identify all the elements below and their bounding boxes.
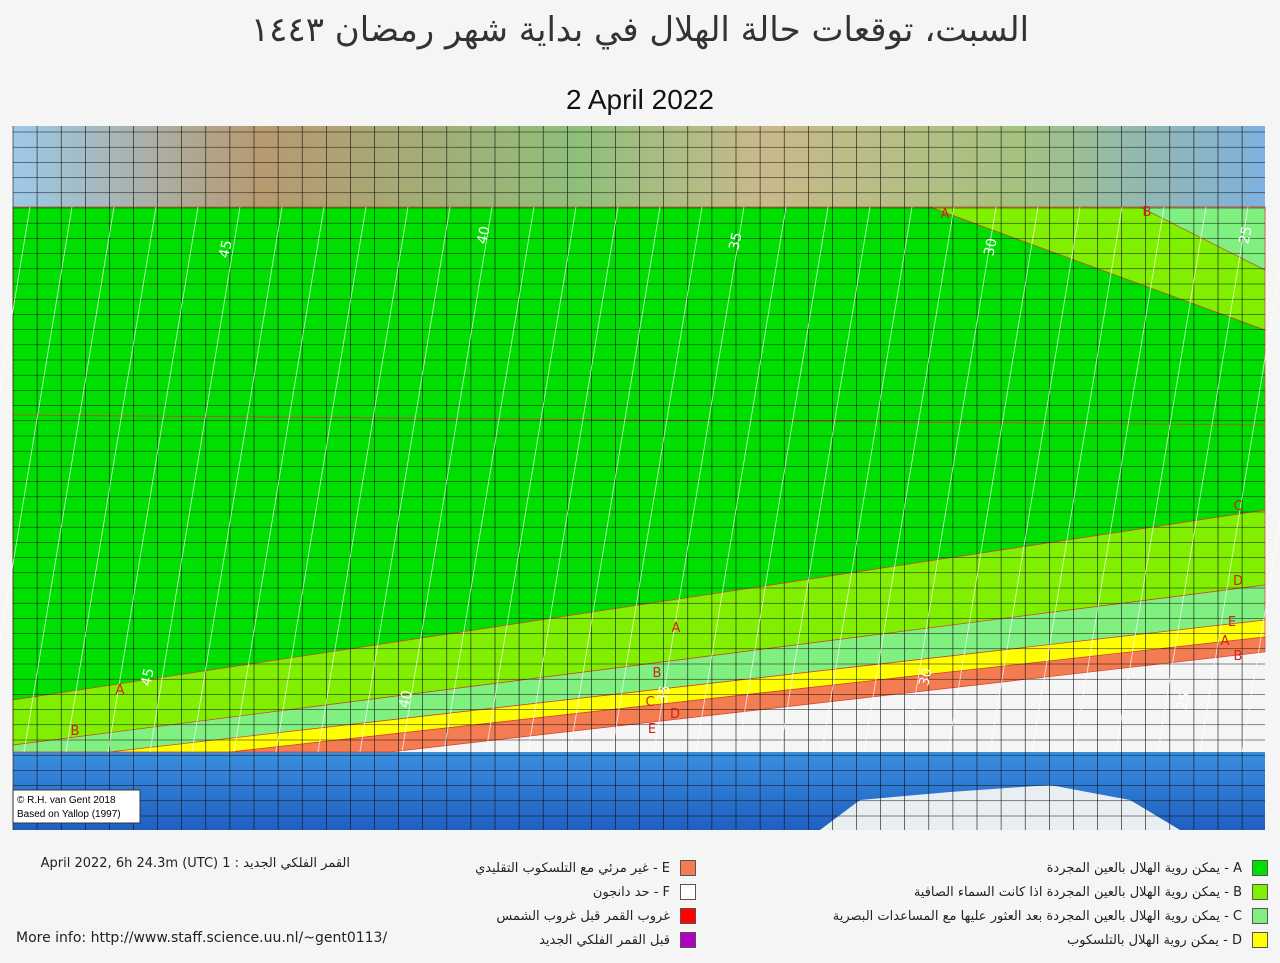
contour-label: 45 [138, 667, 157, 688]
contour [191, 206, 283, 753]
legend-swatch [680, 860, 696, 876]
contour [23, 206, 115, 753]
zone-label: A [116, 683, 125, 698]
contour [359, 206, 451, 753]
contour [527, 206, 619, 753]
credit-box [12, 789, 141, 824]
zone-label: B [71, 724, 80, 739]
legend-item: A - يمكن روية الهلال بالعين المجردة [740, 856, 1268, 880]
zone-label: D [1233, 574, 1243, 589]
contour [695, 206, 787, 753]
equator [12, 414, 1266, 426]
zone-label: E [1228, 615, 1236, 630]
legend-item: F - حد دانجون [400, 880, 696, 904]
zone-label: C [1233, 499, 1242, 514]
contour [317, 206, 409, 753]
contour [737, 206, 829, 753]
contour [611, 206, 703, 753]
legend-item: غروب القمر قبل غروب الشمس [400, 904, 696, 928]
legend-swatch [680, 932, 696, 948]
contour [0, 206, 73, 646]
zone-label: B [653, 666, 662, 681]
antarctica [820, 785, 1180, 830]
zone-label: E [648, 722, 656, 737]
zone-label: B [1234, 649, 1243, 664]
zone-label: C [645, 695, 654, 710]
contour [107, 206, 199, 753]
credit: © R.H. van Gent 2018 [17, 795, 116, 806]
contour [989, 206, 1081, 753]
legend-swatch [1252, 908, 1268, 924]
contour [821, 206, 913, 753]
contour [149, 206, 241, 753]
contour-label: 25 [1174, 691, 1193, 712]
contour [569, 206, 661, 753]
map-top [13, 126, 1265, 207]
contour-label: 45 [216, 239, 235, 260]
contour [485, 206, 577, 753]
contour-label: 40 [474, 225, 493, 246]
legend-label: A - يمكن روية الهلال بالعين المجردة [1046, 860, 1242, 876]
contour [1115, 206, 1207, 753]
zone-label: B [1143, 205, 1152, 220]
contour [233, 206, 325, 753]
contour [0, 206, 31, 392]
zone-label: A [941, 207, 950, 222]
contour [1199, 265, 1280, 753]
legend-middle: E - غير مرئي مع التلسكوب التقليدي F - حد … [400, 856, 696, 952]
contour [65, 206, 157, 753]
contour [863, 206, 955, 753]
legend-item: قبل القمر الفلكي الجديد [400, 928, 696, 952]
contour-label: 35 [654, 684, 673, 705]
legend-label: قبل القمر الفلكي الجديد [539, 932, 670, 948]
new-moon: القمر الفلكي الجديد : 1 April 2022, 6h 2… [40, 856, 350, 871]
contour [1073, 206, 1165, 753]
contour-label: 30 [916, 667, 935, 688]
date: 2 April 2022 [566, 84, 714, 115]
credit: Based on Yallop (1997) [17, 809, 121, 820]
contour [653, 206, 745, 753]
contour-label: 40 [396, 689, 415, 710]
zone-label: A [1221, 634, 1230, 649]
zone-label: A [672, 621, 681, 636]
legend-item: B - يمكن روية الهلال بالعين المجردة اذا … [740, 880, 1268, 904]
contour [779, 206, 871, 753]
legend-item: C - يمكن روية الهلال بالعين المجردة بعد … [740, 904, 1268, 928]
contour-label: 30 [981, 237, 1000, 258]
legend-label: E - غير مرئي مع التلسكوب التقليدي [475, 860, 670, 876]
zone-label: D [670, 707, 680, 722]
legend-label: غروب القمر قبل غروب الشمس [496, 908, 670, 924]
legend-label: F - حد دانجون [592, 884, 670, 900]
contour [443, 206, 535, 753]
legend-item: D - يمكن روية الهلال بالتلسكوب [740, 928, 1268, 952]
contour [947, 206, 1039, 753]
contour [1157, 206, 1249, 753]
contour-label: 25 [1236, 225, 1255, 246]
more-info: More info: http://www.staff.science.uu.n… [16, 930, 388, 946]
legend-label: B - يمكن روية الهلال بالعين المجردة اذا … [913, 884, 1242, 900]
legend-label: D - يمكن روية الهلال بالتلسكوب [1067, 932, 1242, 948]
legend-item: E - غير مرئي مع التلسكوب التقليدي [400, 856, 696, 880]
legend-swatch [1252, 884, 1268, 900]
legend-swatch [1252, 860, 1268, 876]
legend-right: A - يمكن روية الهلال بالعين المجردة B - ي… [740, 856, 1268, 952]
contour-label: 35 [726, 231, 745, 252]
legend-swatch [680, 884, 696, 900]
title: السبت، توقعات حالة الهلال في بداية شهر ر… [250, 10, 1030, 50]
legend-swatch [680, 908, 696, 924]
contour [1241, 519, 1280, 753]
legend-swatch [1252, 932, 1268, 948]
contour [905, 206, 997, 753]
contour [1031, 206, 1123, 753]
contour [275, 206, 367, 753]
contour [401, 206, 493, 753]
legend-label: C - يمكن روية الهلال بالعين المجردة بعد … [832, 908, 1242, 924]
